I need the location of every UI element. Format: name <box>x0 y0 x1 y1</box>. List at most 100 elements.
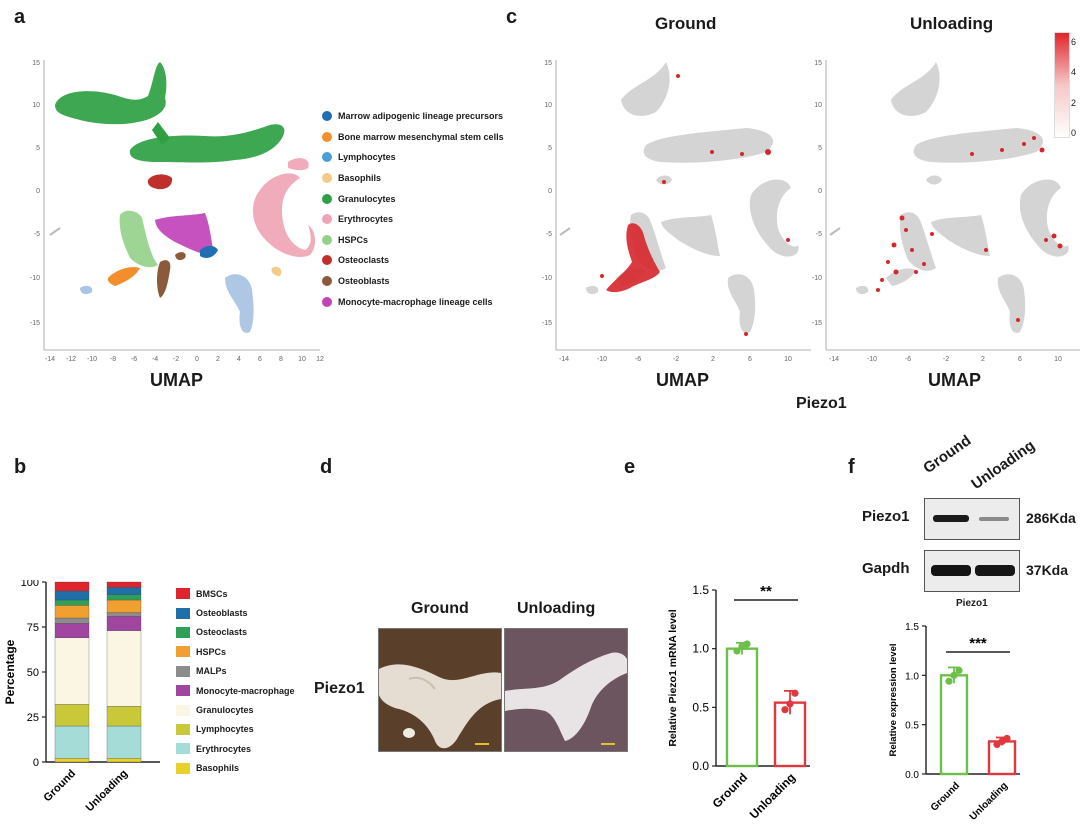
svg-text:-10: -10 <box>87 356 97 363</box>
y-tick-label: 25 <box>27 712 39 724</box>
svg-text:8: 8 <box>279 356 283 363</box>
svg-text:-2: -2 <box>173 356 179 363</box>
stack-segment <box>54 581 90 592</box>
legend-label: Monocyte-macrophage <box>196 685 295 696</box>
y-tick-label: 1.0 <box>692 642 709 656</box>
panel-label-c: c <box>506 6 518 28</box>
mrna-bar-chart: 0.0 0.5 1.0 1.5 Relative Piezo1 mRNA level Gr… <box>667 583 810 822</box>
legend-label: Bone marrow mesenchymal stem cells <box>338 131 504 142</box>
legend-label: Granulocytes <box>196 705 254 716</box>
legend-item: HSPCs <box>176 642 316 661</box>
svg-text:-14: -14 <box>45 356 55 363</box>
legend-item: Osteoblasts <box>322 271 522 292</box>
svg-text:10: 10 <box>32 102 40 109</box>
legend-swatch <box>176 685 190 697</box>
legend-label: Erythrocytes <box>338 214 394 225</box>
panel-label-d: d <box>320 456 333 478</box>
legend-swatch <box>176 704 190 716</box>
legend-dot <box>322 131 332 142</box>
blot-col-ground: Ground <box>920 432 975 477</box>
x-tick-label: Unloading <box>968 780 1010 822</box>
svg-text:5: 5 <box>548 145 552 152</box>
legend-label: Monocyte-macrophage lineage cells <box>338 296 493 307</box>
legend-label: Basophils <box>196 763 240 774</box>
x-tick-label: Ground <box>710 770 751 811</box>
y-axis-label: Relative Piezo1 mRNA level <box>667 609 679 746</box>
legend-swatch <box>176 743 190 755</box>
svg-text:-4: -4 <box>152 356 158 363</box>
svg-text:-14: -14 <box>829 356 839 363</box>
data-point <box>1003 734 1011 743</box>
legend-item: Bone marrow mesenchymal stem cells <box>322 127 522 148</box>
umap-c-left-xlabel: UMAP <box>656 370 709 390</box>
legend-item: Erythrocytes <box>176 739 316 758</box>
stack-segment <box>106 706 142 727</box>
svg-text:2: 2 <box>981 356 985 363</box>
y-tick-label: 1.5 <box>692 583 709 597</box>
ihc-unloading-image <box>504 628 628 752</box>
panel-label-f: f <box>848 456 855 478</box>
y-axis-label: Relative expression level <box>888 643 899 756</box>
svg-text:2: 2 <box>711 356 715 363</box>
colorbar-tick-6: 6 <box>1071 37 1077 47</box>
blot-piezo1-label: Piezo1 <box>862 508 910 525</box>
legend-item: HSPCs <box>322 230 522 251</box>
stack-segment <box>106 587 142 595</box>
legend-item: Basophils <box>322 168 522 189</box>
stack-segment <box>54 725 90 759</box>
legend-swatch <box>176 646 190 658</box>
legend-label: Osteoclasts <box>196 627 248 638</box>
legend-swatch <box>176 665 190 677</box>
blot-col-unloading: Unloading <box>968 437 1039 493</box>
legend-swatch <box>176 588 190 600</box>
svg-text:-2: -2 <box>673 356 679 363</box>
legend-label: HSPCs <box>196 646 227 657</box>
stack-segment <box>106 725 142 759</box>
y-tick-label: 0.5 <box>692 700 709 714</box>
stack-segment <box>54 599 90 606</box>
legend-dot <box>322 193 332 204</box>
stack-segment <box>54 637 90 705</box>
svg-text:-10: -10 <box>597 356 607 363</box>
data-point <box>950 671 958 679</box>
x-tick-label: Unloading <box>84 768 131 815</box>
legend-dot <box>322 276 332 287</box>
svg-text:10: 10 <box>298 356 306 363</box>
data-point <box>945 677 953 685</box>
data-point <box>743 640 751 648</box>
legend-item: Monocyte-macrophage <box>176 681 316 700</box>
svg-text:0: 0 <box>36 188 40 195</box>
significance-stars: ** <box>760 583 772 600</box>
x-tick-label: Unloading <box>747 770 798 821</box>
umap-a-xlabel: UMAP <box>150 370 203 390</box>
svg-text:-15: -15 <box>542 320 552 327</box>
y-tick-label: 1.5 <box>905 622 919 633</box>
svg-text:15: 15 <box>814 60 822 67</box>
stack-segment <box>54 617 90 624</box>
svg-text:-10: -10 <box>30 275 40 282</box>
legend-item: Basophils <box>176 759 316 778</box>
data-point <box>786 700 794 708</box>
svg-text:0: 0 <box>548 188 552 195</box>
svg-text:15: 15 <box>32 60 40 67</box>
stack-segment <box>106 599 142 613</box>
data-point <box>733 647 741 655</box>
legend-label: BMSCs <box>196 588 228 599</box>
bar <box>725 647 759 768</box>
stack-segment <box>54 704 90 727</box>
legend-label: MALPs <box>196 666 227 677</box>
bar <box>987 740 1017 776</box>
legend-label: HSPCs <box>338 234 369 245</box>
stacked-bar-chart: 0 25 50 75 100 Percentage Ground Unloading <box>3 580 160 815</box>
blot-gapdh-label: Gapdh <box>862 560 910 577</box>
y-tick-label: 0.0 <box>692 759 709 773</box>
legend-item: Lymphocytes <box>176 720 316 739</box>
ground-title: Ground <box>655 14 717 33</box>
bar <box>939 674 969 776</box>
svg-text:-15: -15 <box>812 320 822 327</box>
legend-dot <box>322 234 332 245</box>
svg-text:10: 10 <box>1054 356 1062 363</box>
legend-item: Marrow adipogenic lineage precursors <box>322 106 522 127</box>
legend-label: Erythrocytes <box>196 743 252 754</box>
svg-text:-10: -10 <box>867 356 877 363</box>
